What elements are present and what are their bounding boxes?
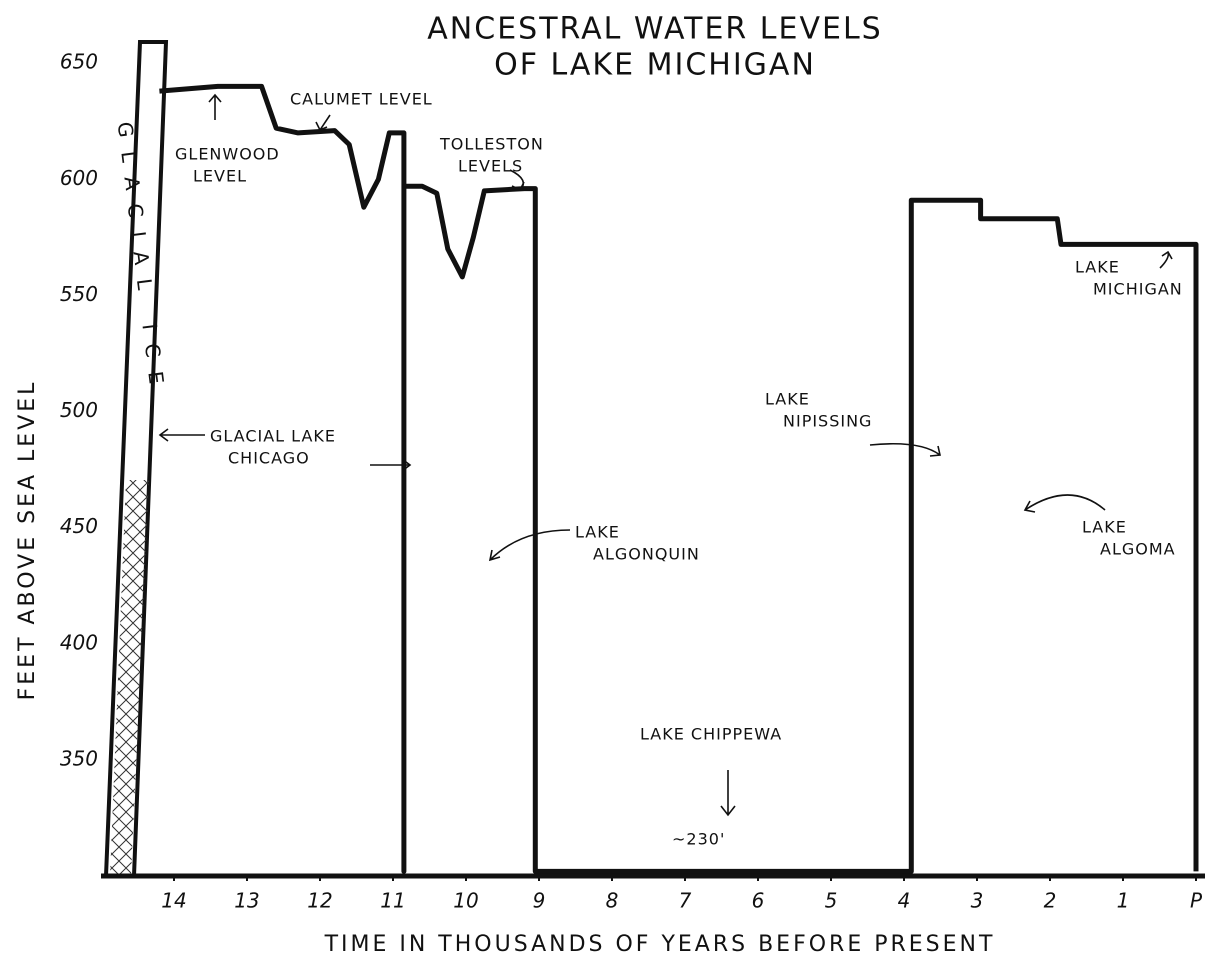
annotation: LEVELS <box>458 157 523 176</box>
annotation: LAKE <box>575 523 620 542</box>
chart-title: OF LAKE MICHIGAN <box>494 48 816 83</box>
y-tick-label: 400 <box>60 630 98 654</box>
x-tick-label: 8 <box>606 889 619 913</box>
x-tick-label: 9 <box>533 889 546 913</box>
x-tick-label: 5 <box>825 889 838 913</box>
x-tick-label: 11 <box>380 889 405 913</box>
x-tick-label: 12 <box>307 889 332 913</box>
water-level-line <box>159 83 1199 874</box>
x-tick-label: 4 <box>898 889 911 913</box>
ice-hatch <box>110 480 149 876</box>
annotation: NIPISSING <box>783 412 872 431</box>
x-tick-label: 3 <box>971 889 984 913</box>
annotation: LAKE <box>1075 258 1120 277</box>
x-axis-label: TIME IN THOUSANDS OF YEARS BEFORE PRESEN… <box>324 932 996 957</box>
x-tick-label: P <box>1190 889 1203 913</box>
annotation: LAKE <box>1082 518 1127 537</box>
annotation: LAKE CHIPPEWA <box>640 725 782 744</box>
x-tick-label: 6 <box>752 889 765 913</box>
annotation: MICHIGAN <box>1093 280 1183 299</box>
y-tick-label: 350 <box>60 746 98 770</box>
annotation: CHICAGO <box>228 449 310 468</box>
x-tick-label: 13 <box>234 889 259 913</box>
y-tick-label: 550 <box>60 282 98 306</box>
x-tick-label: 2 <box>1044 889 1057 913</box>
x-tick-label: 14 <box>161 889 186 913</box>
annotation: GLACIAL LAKE <box>210 427 336 446</box>
y-tick-label: 650 <box>60 50 98 74</box>
annotation: LEVEL <box>193 167 247 186</box>
annotation: ALGONQUIN <box>593 545 700 564</box>
y-tick-label: 450 <box>60 514 98 538</box>
annotation: GLENWOOD <box>175 145 280 164</box>
annotation: LAKE <box>765 390 810 409</box>
y-tick-label: 500 <box>60 398 98 422</box>
annotation: ALGOMA <box>1100 540 1176 559</box>
x-tick-label: 10 <box>453 889 478 913</box>
annotation: ~230' <box>672 830 725 849</box>
annotation: TOLLESTON <box>439 135 544 154</box>
x-tick-label: 7 <box>679 889 692 913</box>
annotation: CALUMET LEVEL <box>290 90 433 109</box>
chart-title: ANCESTRAL WATER LEVELS <box>427 12 882 47</box>
arrows <box>158 93 1173 817</box>
x-tick-label: 1 <box>1117 889 1130 913</box>
y-tick-label: 600 <box>60 166 98 190</box>
y-axis-label: FEET ABOVE SEA LEVEL <box>15 380 40 701</box>
